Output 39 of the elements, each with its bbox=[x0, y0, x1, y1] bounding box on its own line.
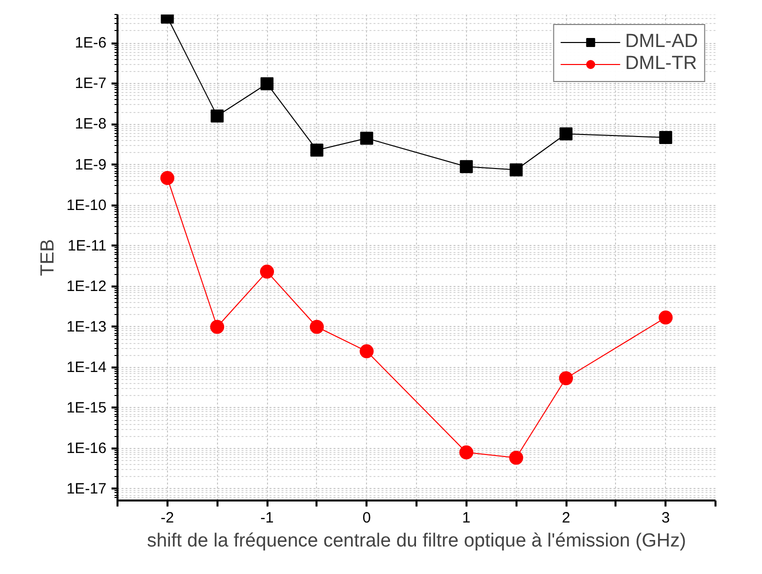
y-tick-label: 1E-8 bbox=[74, 116, 107, 133]
y-tick-label: 1E-16 bbox=[66, 440, 107, 457]
y-tick-label: 1E-13 bbox=[66, 318, 107, 336]
legend-label: DML-TR bbox=[625, 53, 697, 75]
x-tick-label: 3 bbox=[661, 510, 670, 526]
point bbox=[310, 320, 324, 334]
point bbox=[510, 163, 523, 176]
point bbox=[459, 445, 474, 460]
legend-label: DML-AD bbox=[625, 31, 698, 53]
point bbox=[360, 344, 374, 358]
y-tick-label: 1E-10 bbox=[66, 196, 107, 214]
y-tick-label: 1E-6 bbox=[74, 34, 107, 52]
point bbox=[559, 371, 573, 386]
x-tick-label: 2 bbox=[562, 510, 570, 526]
x-tick-label: 1 bbox=[462, 510, 471, 526]
x-tick-label: -2 bbox=[160, 510, 174, 526]
x-axis-title: shift de la fréquence centrale du filtre optique à l'émission (GHz) bbox=[146, 530, 686, 552]
point bbox=[160, 171, 174, 186]
point bbox=[509, 450, 524, 465]
y-tick-label: 1E-7 bbox=[74, 75, 107, 92]
y-tick-label: 1E-15 bbox=[66, 399, 107, 416]
point bbox=[210, 109, 224, 122]
y-tick-label: 1E-17 bbox=[66, 480, 107, 498]
point bbox=[210, 320, 224, 334]
y-tick-label: 1E-11 bbox=[68, 237, 107, 254]
point bbox=[360, 132, 374, 145]
point bbox=[658, 310, 673, 325]
point bbox=[310, 144, 324, 157]
y-axis-title: TEB bbox=[37, 239, 58, 276]
point bbox=[260, 77, 274, 90]
y-tick-label: 1E-14 bbox=[66, 358, 107, 376]
point bbox=[560, 127, 572, 140]
point bbox=[659, 131, 672, 144]
x-tick-label: -1 bbox=[260, 510, 274, 526]
point bbox=[260, 264, 274, 279]
x-tick-label: 0 bbox=[362, 510, 371, 526]
y-tick-label: 1E-9 bbox=[74, 156, 107, 174]
point bbox=[460, 160, 473, 174]
y-tick-label: 1E-12 bbox=[66, 278, 107, 295]
